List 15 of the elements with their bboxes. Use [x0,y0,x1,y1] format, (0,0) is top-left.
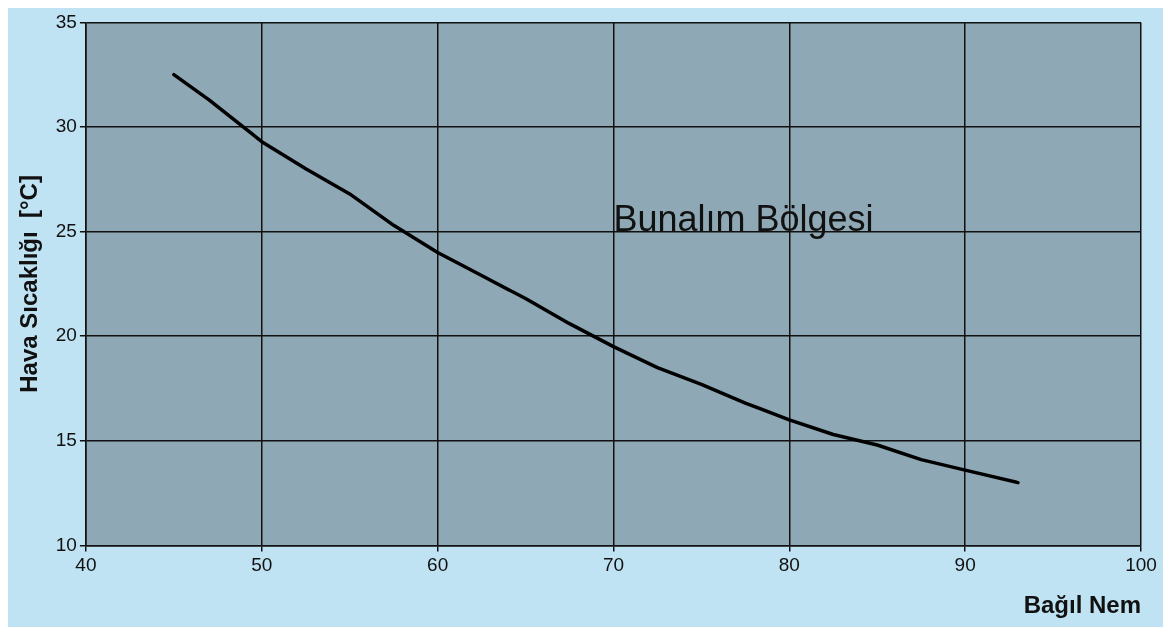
x-tick-label: 90 [954,554,976,576]
y-tick-label: 35 [55,10,77,32]
y-tick-label: 30 [55,115,77,137]
x-tick-label: 40 [75,554,97,576]
y-axis-title: Hava Sıcaklığı [°C] [15,175,43,393]
x-tick-label: 60 [427,554,449,576]
x-tick-label: 100 [1125,554,1157,576]
x-tick-label: 80 [778,554,800,576]
y-tick-label: 20 [55,324,77,346]
y-tick-label: 25 [55,219,77,241]
x-tick-label: 50 [251,554,273,576]
x-axis-title: Bağıl Nem [1023,591,1141,619]
y-tick-label: 10 [55,533,77,555]
x-tick-label: 70 [602,554,625,576]
y-tick-label: 15 [55,429,77,451]
